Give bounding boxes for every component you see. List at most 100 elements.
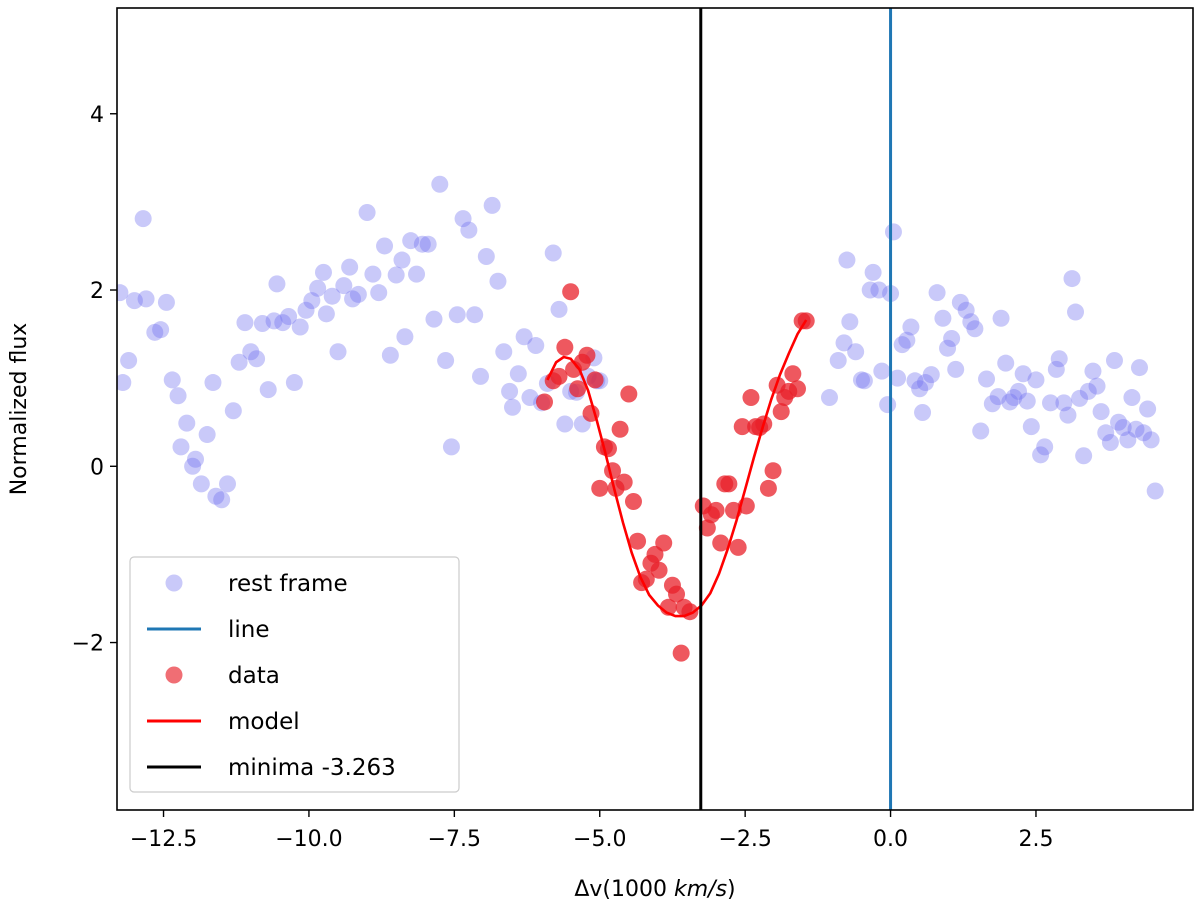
rest-frame-point: [1146, 482, 1164, 500]
x-tick-label: −10.0: [275, 827, 342, 852]
data-point: [759, 479, 777, 497]
rest-frame-point: [1059, 406, 1077, 424]
rest-frame-point: [902, 318, 920, 336]
rest-frame-point: [916, 374, 934, 392]
rest-frame-point: [550, 300, 568, 318]
rest-frame-point: [376, 237, 394, 255]
rest-frame-point: [898, 331, 916, 349]
rest-frame-point: [387, 266, 405, 284]
legend-marker: [165, 666, 183, 684]
data-point: [550, 367, 568, 385]
rest-frame-point: [477, 248, 495, 266]
rest-frame-point: [335, 277, 353, 295]
rest-frame-point: [889, 369, 907, 387]
rest-frame-point: [1084, 362, 1102, 380]
rest-frame-point: [120, 352, 138, 370]
x-axis-label-unit: km/s: [674, 877, 727, 902]
rest-frame-point: [1071, 389, 1089, 407]
y-tick-label: 0: [90, 455, 104, 480]
legend-entry: minima -3.263: [147, 755, 396, 781]
rest-frame-point: [1097, 424, 1115, 442]
rest-frame-point: [1101, 433, 1119, 451]
data-point: [707, 501, 725, 519]
x-axis-label-suffix: ): [727, 877, 736, 902]
legend-label: minima -3.263: [228, 755, 396, 781]
rest-frame-point: [425, 310, 443, 328]
rest-frame-point: [230, 353, 248, 371]
rest-frame-point: [358, 203, 376, 221]
rest-frame-point: [495, 343, 513, 361]
rest-frame-point: [1027, 371, 1045, 389]
x-tick-label: 2.5: [1018, 827, 1053, 852]
rest-frame-point: [265, 312, 283, 330]
rest-frame-point: [125, 292, 143, 310]
legend-marker: [165, 574, 183, 592]
rest-frame-point: [1142, 431, 1160, 449]
data-point: [712, 534, 730, 552]
rest-frame-point: [873, 362, 891, 380]
rest-frame-point: [303, 292, 321, 310]
rest-frame-point: [172, 438, 190, 456]
rest-frame-point: [1088, 377, 1106, 395]
rest-frame-point: [1014, 365, 1032, 383]
rest-frame-point: [1047, 360, 1065, 378]
rest-frame-point: [285, 374, 303, 392]
rest-frame-point: [393, 251, 411, 269]
legend-box: [129, 556, 460, 793]
rest-frame-point: [978, 370, 996, 388]
rest-frame-point: [253, 315, 271, 333]
rest-frame-point: [489, 272, 507, 290]
data-point: [655, 534, 673, 552]
rest-frame-point: [317, 305, 335, 323]
rest-frame-point: [472, 367, 490, 385]
data-point: [729, 538, 747, 556]
rest-frame-point: [911, 380, 929, 398]
y-tick-label: 4: [90, 103, 104, 128]
legend-entry: rest frame: [165, 571, 348, 597]
rest-frame-point: [204, 374, 222, 392]
rest-frame-point: [396, 328, 414, 346]
x-tick-label: −5.0: [573, 827, 626, 852]
rest-frame-point: [1010, 382, 1028, 400]
data-point: [611, 420, 629, 438]
rest-frame-point: [922, 366, 940, 384]
y-tick-label: 2: [90, 279, 104, 304]
rest-frame-point: [291, 318, 309, 336]
x-tick-label: 0.0: [873, 827, 908, 852]
rest-frame-point: [314, 263, 332, 281]
rest-frame-point: [309, 279, 327, 297]
data-point: [629, 532, 647, 550]
rest-frame-point: [847, 343, 865, 361]
rest-frame-point: [861, 281, 879, 299]
data-point: [591, 479, 609, 497]
rest-frame-point: [521, 389, 539, 407]
rest-frame-point: [341, 258, 359, 276]
rest-frame-point: [527, 337, 545, 355]
rest-frame-point: [460, 221, 478, 239]
rest-frame-point: [402, 232, 420, 250]
legend-entry: line: [147, 617, 270, 643]
rest-frame-point: [117, 374, 132, 392]
rest-frame-point: [951, 293, 969, 311]
rest-frame-point: [219, 475, 237, 493]
rest-frame-point: [1001, 393, 1019, 411]
data-point: [650, 561, 668, 579]
data-point: [586, 371, 604, 389]
rest-frame-point: [419, 235, 437, 253]
rest-frame-point: [509, 365, 527, 383]
rest-frame-point: [835, 334, 853, 352]
rest-frame-point: [408, 265, 426, 283]
legend-label: data: [228, 663, 280, 689]
rest-frame-point: [178, 414, 196, 432]
x-axis: −12.5 −10.0 −7.5 −5.0 −2.5 0.0 2.5: [130, 810, 1053, 852]
rest-frame-point: [997, 354, 1015, 372]
rest-frame-point: [1092, 403, 1110, 421]
data-point: [720, 475, 738, 493]
rest-frame-point: [515, 328, 533, 346]
rest-frame-point: [454, 210, 472, 228]
axes-frame: [116, 7, 1194, 811]
rest-frame-point: [198, 426, 216, 444]
rest-frame-point: [838, 251, 856, 269]
rest-frame-point: [1127, 420, 1145, 438]
